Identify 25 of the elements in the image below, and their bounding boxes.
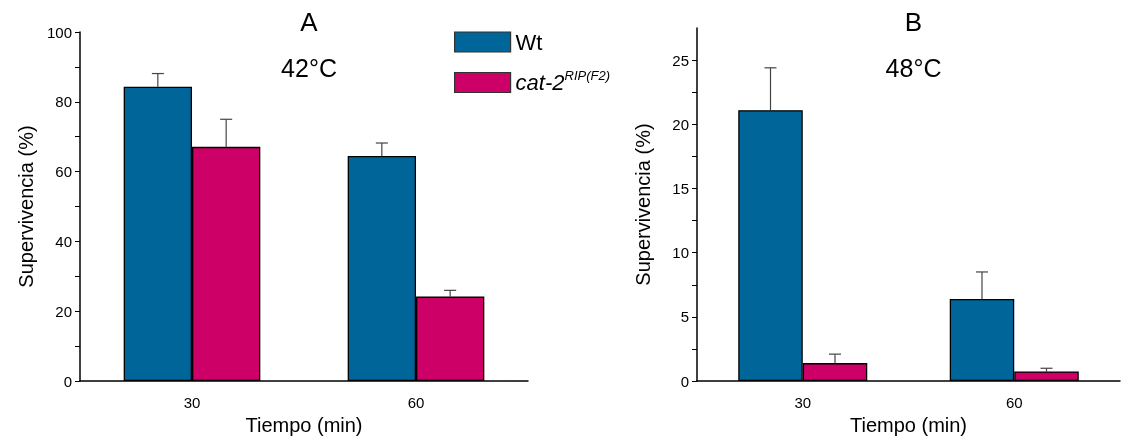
y-tick-label: 20: [55, 302, 72, 320]
y-tick-label: 25: [672, 51, 689, 69]
x-tick-label: 60: [1005, 394, 1023, 412]
y-tick-label: 60: [55, 163, 72, 181]
y-axis-title: Supervivencia (%): [15, 125, 37, 288]
x-tick-label: 60: [407, 394, 425, 412]
x-tick-label: 30: [183, 394, 201, 412]
y-tick-label: 15: [672, 180, 689, 197]
text: 42°C: [281, 53, 337, 82]
chart-title: B: [904, 7, 923, 37]
y-tick-label: 40: [55, 232, 72, 250]
y-tick-label: 0: [63, 372, 72, 390]
y-tick-label: 10: [672, 244, 689, 262]
y-axis-title: Supervivencia (%): [632, 123, 654, 286]
x-tick-label: 30: [794, 394, 812, 412]
y-tick-label: 0: [680, 372, 689, 390]
x-axis-title: Tiempo (min): [849, 414, 968, 436]
y-tick-label: 80: [55, 93, 72, 111]
y-tick-label: 100: [46, 23, 72, 41]
y-tick-label: 5: [680, 308, 689, 326]
y-tick-label: 20: [672, 115, 689, 133]
legend-label: Wt: [515, 29, 543, 55]
chart-title: A: [300, 7, 319, 37]
x-axis-title: Tiempo (min): [245, 414, 363, 436]
text: 48°C: [885, 53, 942, 82]
